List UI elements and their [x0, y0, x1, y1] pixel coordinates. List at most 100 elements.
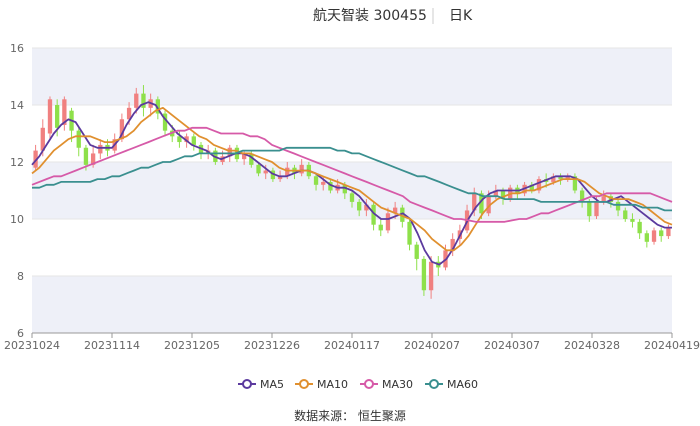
candle — [529, 181, 534, 194]
line-ma60 — [32, 146, 672, 212]
candle-body — [493, 190, 498, 197]
candle — [191, 133, 196, 151]
candle-body — [256, 164, 261, 174]
candle — [371, 201, 376, 231]
x-tick-20231205: 20231205 — [164, 339, 220, 352]
candle — [572, 173, 578, 194]
candle-body — [134, 93, 139, 108]
candle — [644, 230, 649, 248]
candle-body — [378, 224, 383, 231]
candle — [364, 199, 369, 217]
candle-body — [227, 147, 232, 157]
candle — [328, 179, 333, 194]
candle-body — [371, 204, 376, 225]
candle-body — [313, 176, 319, 185]
candle-body — [263, 170, 268, 174]
candle — [587, 199, 592, 222]
candle — [263, 164, 268, 180]
candle-body — [385, 213, 391, 231]
band-14-16 — [32, 48, 672, 105]
legend-marker-icon — [242, 379, 252, 389]
candle — [76, 127, 81, 157]
legend-item-ma10[interactable]: MA10 — [295, 378, 348, 391]
line-ma30 — [31, 126, 673, 223]
candle-body — [558, 176, 563, 180]
x-tick-20240328: 20240328 — [564, 339, 620, 352]
legend-item-ma5[interactable]: MA5 — [238, 378, 284, 391]
candle-body — [479, 193, 484, 214]
legend-item-ma30[interactable]: MA30 — [360, 378, 413, 391]
x-tick-20231024: 20231024 — [4, 339, 60, 352]
legend-marker-icon — [299, 379, 309, 389]
candle — [162, 110, 168, 137]
candle — [428, 256, 434, 299]
data-source: 数据来源： 恒生聚源 — [294, 408, 406, 423]
candle-body — [414, 244, 419, 259]
candle-body — [33, 150, 38, 168]
x-tick-20240207: 20240207 — [404, 339, 460, 352]
legend: MA5 MA10 MA30 MA60 — [238, 378, 478, 391]
candle-body — [630, 219, 635, 222]
candle-body — [587, 201, 592, 217]
candle — [349, 190, 355, 208]
candle — [615, 199, 621, 217]
candle-body — [601, 196, 606, 202]
candle-body — [277, 176, 283, 180]
candle-body — [177, 136, 182, 143]
x-axis: 20231024 20231114 20231205 20231226 20240117… — [4, 332, 700, 352]
candle-body — [184, 136, 189, 143]
candle-body — [579, 190, 585, 202]
chart-header: 航天智装 300455 日K — [313, 8, 473, 24]
candle-body — [428, 261, 434, 291]
candle — [436, 256, 441, 276]
candle-body — [191, 136, 196, 145]
candle-body — [76, 130, 81, 148]
candle-body — [55, 105, 60, 128]
stock-title: 航天智装 300455 — [313, 8, 427, 24]
y-tick-12: 12 — [10, 156, 24, 169]
legend-label: MA30 — [382, 378, 413, 391]
y-tick-16: 16 — [10, 42, 24, 55]
candle-body — [666, 227, 671, 237]
candle-body — [249, 153, 254, 165]
candle-body — [529, 184, 534, 191]
legend-label: MA60 — [447, 378, 478, 391]
line-ma5 — [31, 101, 672, 266]
candle-body — [349, 193, 355, 202]
candle-body — [472, 193, 477, 211]
candle-body — [285, 167, 290, 177]
candle-body — [357, 201, 362, 211]
candle-body — [321, 181, 326, 185]
candle — [579, 187, 585, 208]
x-tick-20240307: 20240307 — [484, 339, 540, 352]
candle — [33, 144, 38, 171]
legend-label: MA10 — [317, 378, 348, 391]
candle — [177, 130, 182, 148]
candle-body — [450, 238, 455, 251]
candle-body — [98, 144, 103, 154]
y-tick-10: 10 — [10, 213, 24, 226]
moving-average-lines — [31, 101, 673, 266]
candle-body — [536, 179, 542, 191]
candle-body — [651, 230, 657, 242]
candle — [299, 159, 304, 177]
candle-body — [572, 176, 578, 191]
candle — [385, 207, 391, 234]
candle — [450, 233, 455, 257]
candle — [134, 87, 139, 114]
candle-body — [392, 207, 398, 214]
candle — [378, 219, 383, 237]
candle — [98, 139, 103, 160]
candle — [651, 227, 657, 245]
candle-body — [421, 258, 427, 291]
candle — [198, 142, 204, 160]
candle — [357, 199, 362, 217]
candle-body — [40, 127, 45, 151]
candle — [414, 241, 419, 271]
legend-item-ma60[interactable]: MA60 — [425, 378, 478, 391]
candle — [47, 96, 53, 140]
candle-body — [594, 201, 599, 217]
candle-body — [637, 221, 642, 234]
x-tick-20240419: 20240419 — [644, 339, 700, 352]
